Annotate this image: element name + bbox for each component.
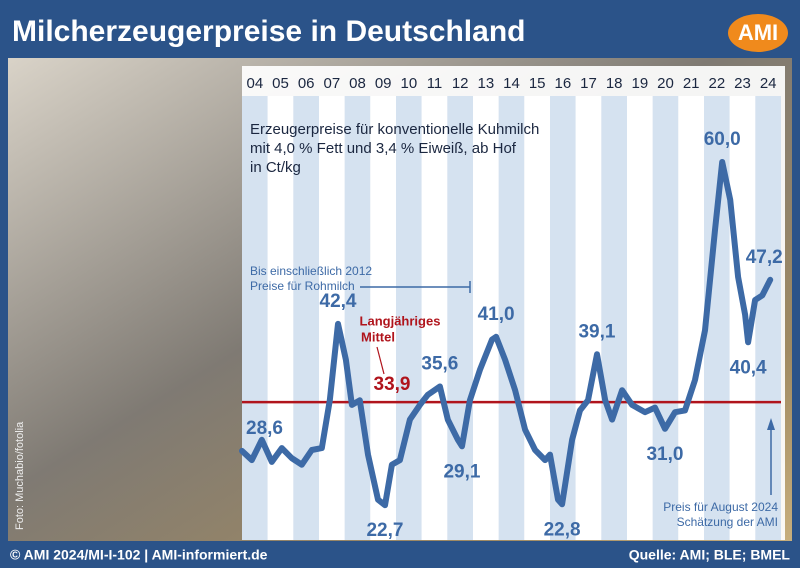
year-stripe — [473, 96, 499, 540]
mean-name: Mittel — [361, 329, 395, 344]
footer-right: Quelle: AMI; BLE; BMEL — [629, 547, 791, 563]
year-stripe — [498, 96, 525, 540]
x-tick-label: 20 — [657, 75, 674, 92]
x-tick-label: 12 — [452, 75, 469, 92]
footer-left: © AMI 2024/MI-I-102 | AMI-informiert.de — [10, 547, 268, 563]
arrow-head — [767, 418, 775, 430]
value-label: 40,4 — [730, 357, 767, 378]
x-tick-label: 17 — [580, 75, 597, 92]
year-stripe — [652, 96, 679, 540]
x-tick-label: 05 — [272, 75, 289, 92]
annotation: Preis für August 2024 — [663, 500, 778, 514]
year-stripe — [344, 96, 371, 540]
x-tick-label: 06 — [298, 75, 315, 92]
x-tick-label: 13 — [477, 75, 494, 92]
value-label: 39,1 — [578, 321, 615, 342]
annotation: Preise für Rohmilch — [250, 279, 355, 293]
value-label: 47,2 — [746, 247, 783, 268]
year-stripe — [678, 96, 704, 540]
value-label: 31,0 — [646, 444, 683, 465]
value-label: 35,6 — [421, 353, 458, 374]
x-tick-label: 09 — [375, 75, 392, 92]
x-tick-label: 24 — [760, 75, 777, 92]
x-tick-label: 16 — [554, 75, 571, 92]
logo: AMI — [738, 20, 778, 45]
x-tick-label: 21 — [683, 75, 700, 92]
value-label: 41,0 — [478, 304, 515, 325]
year-stripe — [319, 96, 345, 540]
year-stripe — [396, 96, 422, 540]
mean-connector — [376, 346, 385, 375]
value-label: 22,7 — [366, 520, 403, 541]
year-stripe — [524, 96, 550, 540]
year-stripe — [242, 96, 268, 540]
value-label: 42,4 — [320, 291, 357, 312]
subtitle: mit 4,0 % Fett und 3,4 % Eiweiß, ab Hof — [250, 140, 517, 157]
year-stripe — [627, 96, 653, 540]
title: Milcherzeugerpreise in Deutschland — [12, 15, 525, 48]
annotation: Bis einschließlich 2012 — [250, 264, 372, 278]
x-tick-label: 15 — [529, 75, 546, 92]
photo-credit: Foto: Muchabio/fotolia — [14, 421, 26, 530]
value-label: 28,6 — [246, 418, 283, 439]
year-stripe — [601, 96, 627, 540]
mean-label: 33,9 — [374, 374, 411, 395]
year-stripe — [575, 96, 602, 540]
x-tick-label: 04 — [246, 75, 263, 92]
x-tick-label: 19 — [631, 75, 648, 92]
subtitle: in Ct/kg — [250, 159, 301, 176]
year-stripe — [267, 96, 294, 540]
year-stripe — [755, 96, 781, 540]
subtitle: Erzeugerpreise für konventionelle Kuhmil… — [250, 121, 539, 138]
x-tick-label: 07 — [323, 75, 340, 92]
x-tick-label: 11 — [427, 75, 443, 92]
price-line — [239, 159, 774, 509]
x-tick-label: 22 — [708, 75, 725, 92]
year-stripe — [447, 96, 473, 540]
value-label: 29,1 — [443, 461, 480, 482]
year-stripe — [421, 96, 448, 540]
annotation: Schätzung der AMI — [677, 515, 778, 529]
value-label: 60,0 — [704, 129, 741, 150]
x-tick-label: 14 — [503, 75, 520, 92]
year-stripe — [293, 96, 319, 540]
x-tick-label: 10 — [400, 75, 417, 92]
x-tick-label: 23 — [734, 75, 751, 92]
logo-badge — [728, 14, 788, 52]
x-tick-label: 08 — [349, 75, 366, 92]
mean-name: Langjähriges — [360, 313, 441, 328]
value-label: 22,8 — [544, 519, 581, 540]
x-tick-label: 18 — [606, 75, 623, 92]
